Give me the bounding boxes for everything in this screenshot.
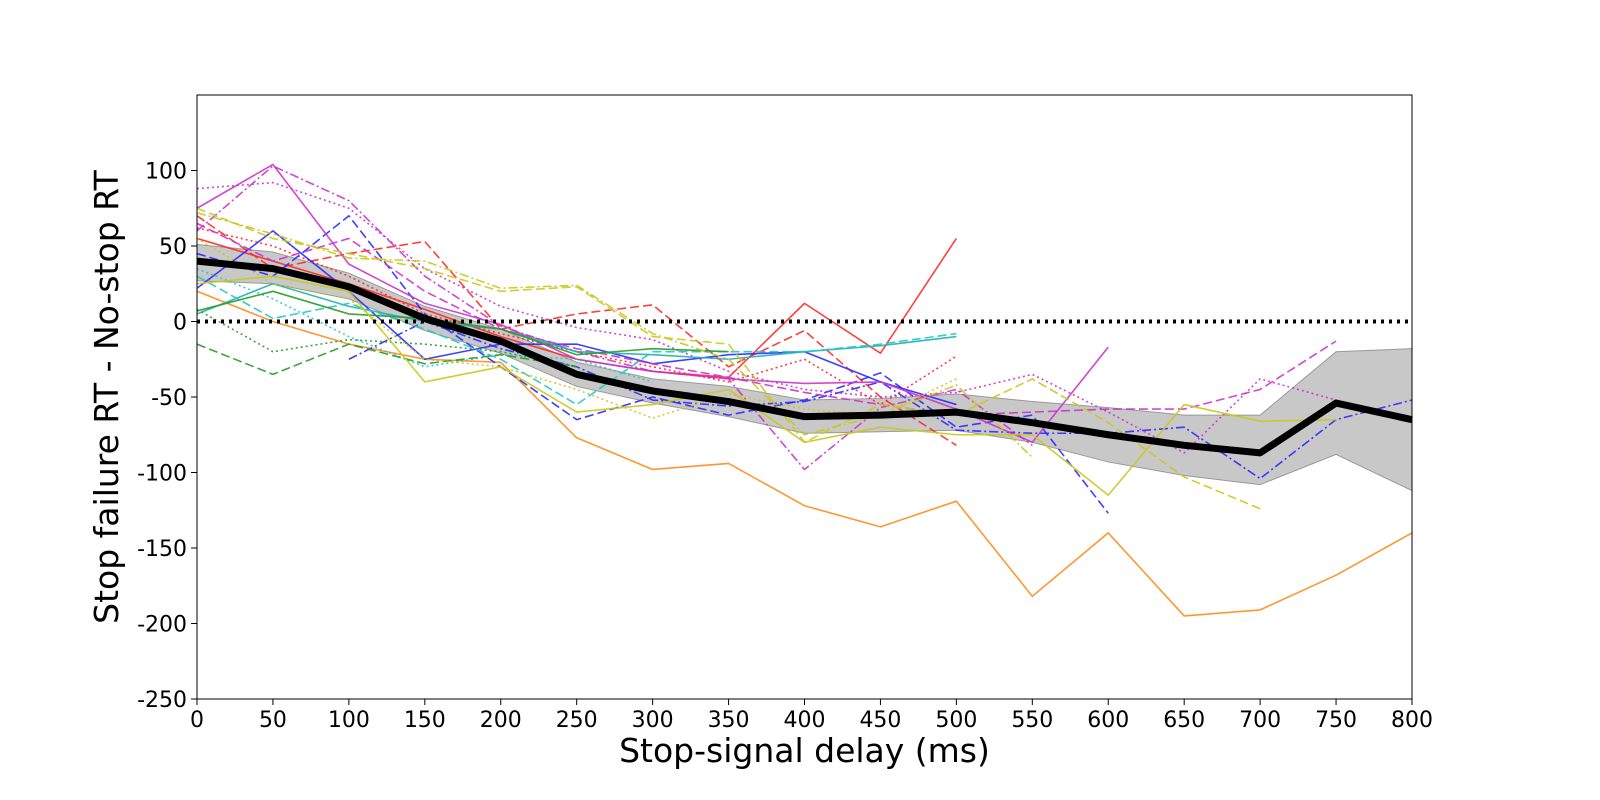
subject-line-14 — [196, 267, 653, 383]
x-tick-label: 400 — [784, 708, 826, 733]
y-tick-label: -250 — [137, 688, 187, 713]
y-tick-label: 50 — [159, 235, 187, 260]
y-axis-ticks: -250 -200 -150 -100 -50 0 50 100 — [137, 160, 197, 713]
subject-line-15 — [196, 290, 729, 356]
subject-line-2 — [196, 215, 957, 446]
x-tick-label: 250 — [556, 708, 598, 733]
subject-line-17 — [196, 308, 577, 368]
y-tick-label: 0 — [173, 311, 187, 336]
y-tick-label: -100 — [137, 462, 187, 487]
mean-line — [196, 257, 1413, 457]
subject-line-4 — [196, 290, 1413, 617]
y-tick-label: -50 — [151, 386, 187, 411]
x-tick-label: 550 — [1011, 708, 1053, 733]
x-tick-label: 300 — [632, 708, 674, 733]
subject-line-13 — [196, 275, 957, 406]
x-tick-label: 650 — [1163, 708, 1205, 733]
subject-line-5 — [196, 230, 957, 406]
y-tick-label: -200 — [137, 613, 187, 638]
subject-line-9 — [196, 181, 1337, 454]
x-tick-label: 750 — [1315, 708, 1357, 733]
subject-line-20 — [196, 212, 1033, 458]
x-tick-label: 50 — [259, 708, 287, 733]
y-tick-label: 100 — [145, 160, 187, 185]
x-tick-label: 700 — [1239, 708, 1281, 733]
y-axis-label: Stop failure RT - No-stop RT — [87, 169, 126, 623]
subject-line-10 — [196, 165, 1033, 471]
x-tick-label: 150 — [404, 708, 446, 733]
x-tick-label: 350 — [708, 708, 750, 733]
x-axis-ticks: 0 50 100 150 200 250 300 350 400 450 500 550 600 650 7… — [190, 699, 1433, 733]
subject-line-16 — [196, 343, 577, 376]
x-tick-label: 800 — [1391, 708, 1433, 733]
subject-line-18 — [196, 275, 1337, 496]
subject-line-21 — [196, 237, 957, 419]
mean-line-path — [196, 257, 1413, 457]
x-tick-label: 600 — [1087, 708, 1129, 733]
subject-line-6 — [196, 215, 1109, 514]
x-tick-label: 100 — [328, 708, 370, 733]
x-tick-label: 0 — [190, 708, 204, 733]
x-tick-label: 200 — [480, 708, 522, 733]
x-tick-label: 450 — [859, 708, 901, 733]
y-tick-label: -150 — [137, 537, 187, 562]
subject-line-11 — [196, 222, 1337, 416]
x-axis-label: Stop-signal delay (ms) — [619, 731, 990, 770]
x-tick-label: 500 — [935, 708, 977, 733]
